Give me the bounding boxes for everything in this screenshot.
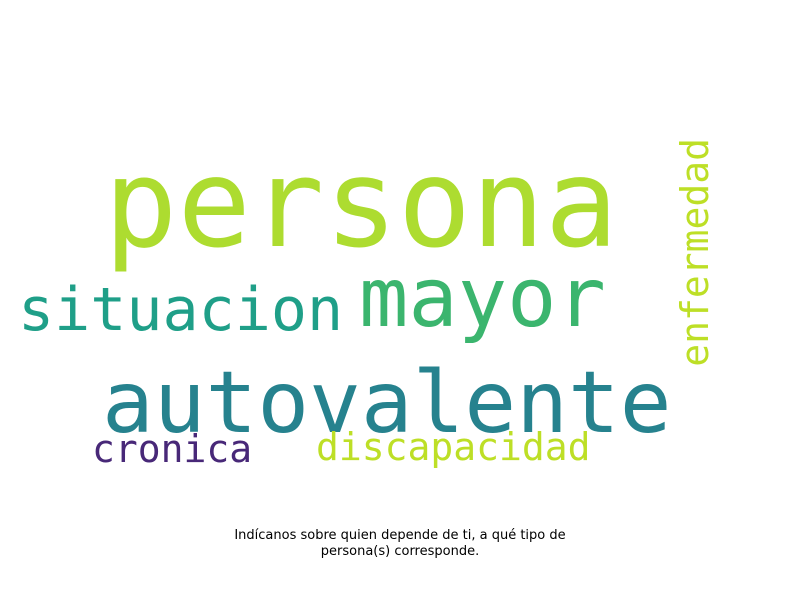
- caption-line-2: persona(s) corresponde.: [320, 544, 480, 559]
- word-enfermedad: enfermedad: [673, 138, 717, 367]
- word-cronica: cronica: [92, 427, 253, 471]
- figure-caption: Indícanos sobre quien depende de ti, a q…: [0, 528, 800, 560]
- word-situacion: situacion: [18, 275, 344, 345]
- word-persona: persona: [104, 133, 619, 275]
- word-discapacidad: discapacidad: [316, 425, 591, 469]
- word-autovalente: autovalente: [102, 353, 672, 453]
- word-mayor: mayor: [359, 251, 606, 346]
- caption-line-1: Indícanos sobre quien depende de ti, a q…: [234, 528, 566, 543]
